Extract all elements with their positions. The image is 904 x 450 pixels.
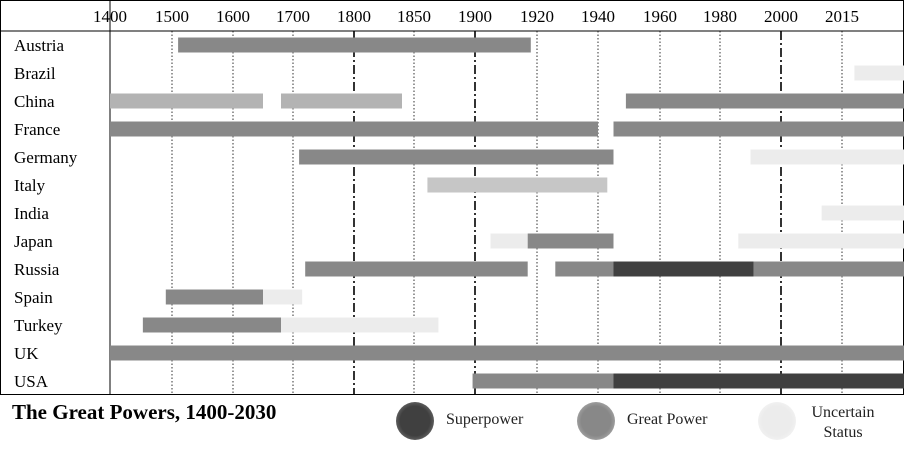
legend-swatch-uncertain	[758, 402, 796, 440]
legend-area: The Great Powers, 1400-2030 Superpower G…	[0, 395, 904, 450]
chart-title: The Great Powers, 1400-2030	[12, 400, 277, 424]
legend-label-great-power: Great Power	[627, 411, 708, 428]
row-label: Russia	[14, 260, 60, 279]
legend-label-superpower: Superpower	[446, 411, 524, 428]
x-tick-label: 1850	[397, 7, 431, 26]
x-tick-label: 1980	[703, 7, 737, 26]
legend-swatch-great-power	[577, 402, 615, 440]
bar-turkey	[142, 317, 281, 333]
bar-india	[821, 205, 904, 221]
x-tick-label: 1600	[216, 7, 250, 26]
legend-label-uncertain-line1: Uncertain	[811, 404, 875, 421]
bar-japan	[738, 233, 904, 249]
legend-label-uncertain: Uncertain Status	[798, 403, 888, 443]
row-label: Germany	[14, 148, 78, 167]
bar-spain	[263, 289, 303, 305]
row-label: Spain	[14, 288, 53, 307]
legend-item-superpower: Superpower	[396, 399, 546, 447]
row-label: Turkey	[14, 316, 63, 335]
row-label: China	[14, 92, 55, 111]
x-tick-label: 1940	[581, 7, 615, 26]
bar-japan	[527, 233, 614, 249]
bar-uk	[110, 345, 904, 361]
timeline-chart: 1400 1500 1600 1700 1800 1850 1900 1920 1940 1960…	[0, 0, 904, 395]
bar-russia	[613, 261, 754, 277]
bar-usa	[472, 373, 614, 389]
bar-brazil	[854, 65, 904, 81]
row-label: Brazil	[14, 64, 56, 83]
bar-china	[625, 93, 904, 109]
legend-item-uncertain: Uncertain Status	[758, 399, 898, 447]
chart-frame	[0, 0, 904, 395]
x-tick-label: 1800	[337, 7, 371, 26]
legend-item-great-power: Great Power	[577, 399, 737, 447]
bar-france	[613, 121, 904, 137]
x-tick-label: 2015	[825, 7, 859, 26]
x-tick-label: 1400	[93, 7, 127, 26]
bar-russia	[305, 261, 528, 277]
x-tick-label: 1920	[520, 7, 554, 26]
bar-russia	[555, 261, 614, 277]
bar-russia	[753, 261, 904, 277]
bar-austria	[178, 37, 531, 53]
bar-italy	[427, 177, 608, 193]
x-tick-label: 1960	[643, 7, 677, 26]
bar-usa	[613, 373, 904, 389]
bar-china	[110, 93, 263, 109]
x-tick-label: 1700	[276, 7, 310, 26]
row-label: India	[14, 204, 49, 223]
row-label: USA	[14, 372, 49, 391]
row-label: Italy	[14, 176, 46, 195]
row-label: Japan	[14, 232, 53, 251]
x-tick-label: 1900	[458, 7, 492, 26]
row-label: France	[14, 120, 60, 139]
bar-china	[281, 93, 402, 109]
x-tick-label: 1500	[155, 7, 189, 26]
legend-label-uncertain-line2: Status	[823, 424, 863, 441]
bar-germany	[299, 149, 614, 165]
x-tick-label: 2000	[764, 7, 798, 26]
row-label: Austria	[14, 36, 65, 55]
bar-spain	[165, 289, 263, 305]
bar-japan	[490, 233, 528, 249]
bar-france	[110, 121, 598, 137]
legend-swatch-superpower	[396, 402, 434, 440]
bar-germany	[750, 149, 904, 165]
bar-turkey	[281, 317, 439, 333]
row-label: UK	[14, 344, 39, 363]
